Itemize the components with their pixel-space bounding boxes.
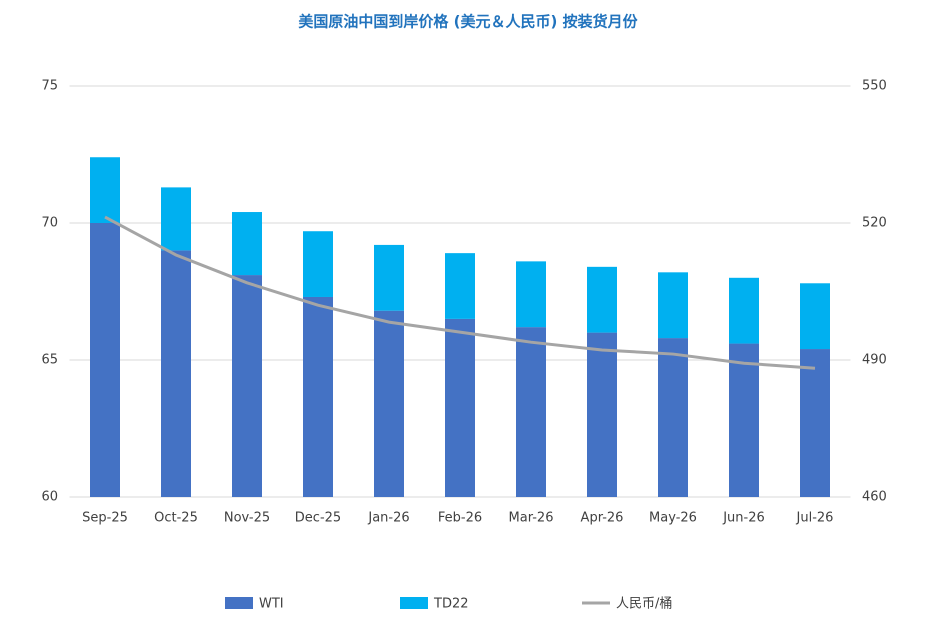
x-tick-label: Jan-26 [367, 511, 409, 526]
bar [161, 250, 191, 497]
legend-label: 人民币/桶 [616, 597, 672, 612]
bar [658, 338, 688, 497]
legend-swatch [225, 597, 253, 609]
bar [516, 261, 546, 328]
x-tick-label: Mar-26 [509, 511, 554, 526]
y2-tick-label: 460 [862, 490, 887, 505]
x-tick-label: Dec-25 [295, 511, 341, 526]
x-tick-label: Sep-25 [82, 511, 128, 526]
legend-label: WTI [259, 597, 284, 612]
y-tick-label: 75 [41, 79, 58, 94]
x-tick-label: Nov-25 [224, 511, 270, 526]
y2-tick-label: 550 [862, 79, 887, 94]
bar [800, 349, 830, 497]
y-tick-label: 60 [41, 490, 58, 505]
bar [303, 231, 333, 297]
line [104, 215, 816, 370]
bar [232, 275, 262, 497]
x-tick-label: Apr-26 [581, 511, 624, 526]
y2-tick-label: 490 [862, 353, 887, 368]
legend-label: TD22 [433, 597, 469, 612]
bar [90, 157, 120, 223]
bar [516, 327, 546, 497]
bar [587, 266, 617, 333]
bar [445, 253, 475, 319]
bar [587, 332, 617, 497]
bar [800, 283, 830, 350]
bar [374, 310, 404, 497]
x-tick-label: Oct-25 [154, 511, 198, 526]
y2-tick-label: 520 [862, 216, 887, 231]
bar [303, 296, 333, 497]
legend-swatch [400, 597, 428, 609]
x-tick-label: Jun-26 [722, 511, 765, 526]
bar [232, 212, 262, 276]
bar [729, 277, 759, 344]
x-tick-label: Jul-26 [796, 511, 834, 526]
x-tick-label: Feb-26 [438, 511, 482, 526]
chart-title: 美国原油中国到岸价格 (美元＆人民币) 按装货月份 [298, 13, 638, 31]
bar [374, 244, 404, 311]
bar [658, 272, 688, 339]
y-tick-label: 70 [41, 216, 58, 231]
bar [161, 187, 191, 251]
bar [90, 223, 120, 497]
x-tick-label: May-26 [649, 511, 697, 526]
bar [729, 343, 759, 497]
bar [445, 318, 475, 497]
y-tick-label: 65 [41, 353, 58, 368]
